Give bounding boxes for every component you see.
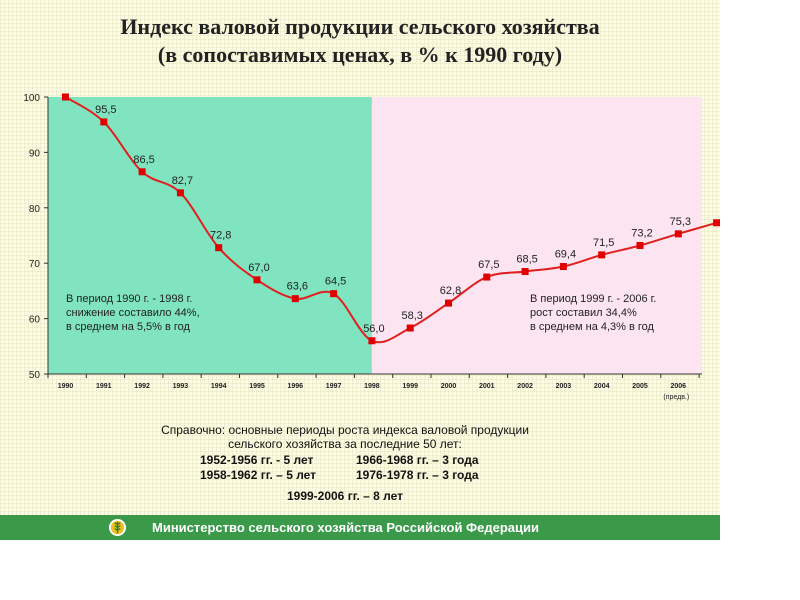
data-label: 86,5 <box>133 154 154 166</box>
data-point <box>368 337 376 345</box>
x-tick-label: 1997 <box>326 383 342 390</box>
chart-title-line1: Индекс валовой продукции сельского хозяй… <box>120 14 600 39</box>
data-label: 95,5 <box>95 104 116 116</box>
x-tick-label: 1991 <box>96 383 112 390</box>
x-tick-label: 2005 <box>632 383 648 390</box>
chart-region-2 <box>371 97 702 374</box>
footer-text: Министерство сельского хозяйства Российс… <box>152 520 540 535</box>
x-tick-label: 2004 <box>594 383 610 390</box>
ministry-emblem-icon <box>108 518 127 537</box>
note-growth-line: рост составил 34,4% <box>530 307 637 319</box>
data-point <box>559 263 567 271</box>
data-point <box>713 219 720 227</box>
note-growth: В период 1999 г. - 2006 г. рост составил… <box>530 292 656 334</box>
reference-period: 1999-2006 гг. – 8 лет <box>286 489 404 503</box>
y-tick-label: 80 <box>29 204 41 215</box>
reference-line1: Справочно: основные периоды роста индекс… <box>161 423 529 437</box>
data-label: 69,4 <box>555 249 576 261</box>
y-tick-label: 50 <box>29 370 41 381</box>
data-point <box>291 295 299 303</box>
data-point <box>483 273 491 281</box>
data-label: 63,6 <box>287 281 308 293</box>
data-label: 82,7 <box>172 175 193 187</box>
x-tick-label: 1994 <box>211 383 227 390</box>
note-growth-line: в среднем на 4,3% в год <box>530 321 654 333</box>
data-point <box>100 118 108 126</box>
note-decline-line: снижение составило 44%, <box>66 307 200 319</box>
data-point <box>674 230 682 238</box>
data-point <box>176 189 184 197</box>
data-label: 67,0 <box>248 262 269 274</box>
y-tick-label: 60 <box>29 315 41 326</box>
x-tick-label: 1996 <box>288 383 304 390</box>
note-growth-line: В период 1999 г. - 2006 г. <box>530 293 657 305</box>
x-tick-label: 1993 <box>173 383 189 390</box>
reference-period: 1976-1978 гг. – 3 года <box>356 468 479 482</box>
data-label: 75,3 <box>670 216 691 228</box>
chart-title-line2: (в сопоставимых ценах, в % к 1990 году) <box>157 42 563 67</box>
data-label: 64,5 <box>325 276 346 288</box>
data-point <box>521 268 529 276</box>
reference-period: 1958-1962 гг. – 5 лет <box>200 468 317 482</box>
y-tick-label: 90 <box>29 148 41 159</box>
data-label: 68,5 <box>516 254 537 266</box>
note-decline-line: В период 1990 г. - 1998 г. <box>66 293 193 305</box>
data-label: 72,8 <box>210 230 231 242</box>
x-sublabel: (предв.) <box>663 394 689 401</box>
x-tick-label: 1990 <box>58 383 74 390</box>
data-point <box>138 168 146 176</box>
x-tick-label: 1995 <box>249 383 265 390</box>
data-label: 56,0 <box>363 323 384 335</box>
data-label: 62,8 <box>440 285 461 297</box>
x-tick-label: 2006 <box>671 383 687 390</box>
data-point <box>253 276 261 284</box>
data-label: 67,5 <box>478 259 499 271</box>
data-point <box>406 324 414 332</box>
data-point <box>215 244 223 252</box>
data-label: 58,3 <box>401 310 422 322</box>
x-tick-label: 2000 <box>441 383 457 390</box>
x-tick-label: 2003 <box>556 383 572 390</box>
slide: Индекс валовой продукции сельского хозяй… <box>0 0 720 540</box>
x-tick-label: 2002 <box>517 383 533 390</box>
reference-line2: сельского хозяйства за последние 50 лет: <box>228 437 462 451</box>
reference-period: 1966-1968 гг. – 3 года <box>356 453 479 467</box>
x-tick-label: 1999 <box>402 383 418 390</box>
data-point <box>636 241 644 249</box>
reference-period: 1952-1956 гг. - 5 лет <box>200 453 314 467</box>
line-chart: 50 60 70 80 90 100 1990 1991 1992 1993 1994 1995 199… <box>23 93 720 401</box>
data-point <box>62 93 69 101</box>
data-label: 71,5 <box>593 237 614 249</box>
note-decline: В период 1990 г. - 1998 г. снижение сост… <box>66 292 200 334</box>
data-label: 73,2 <box>631 227 652 239</box>
x-tick-label: 1992 <box>134 383 150 390</box>
note-decline-line: в среднем на 5,5% в год <box>66 321 190 333</box>
x-tick-label: 1998 <box>364 383 380 390</box>
y-tick-label: 70 <box>29 259 41 270</box>
data-point <box>330 290 338 298</box>
footer-bar: Министерство сельского хозяйства Российс… <box>0 515 720 540</box>
data-point <box>445 299 452 307</box>
y-tick-label: 100 <box>23 93 40 104</box>
data-point <box>598 251 606 259</box>
x-tick-label: 2001 <box>479 383 495 390</box>
